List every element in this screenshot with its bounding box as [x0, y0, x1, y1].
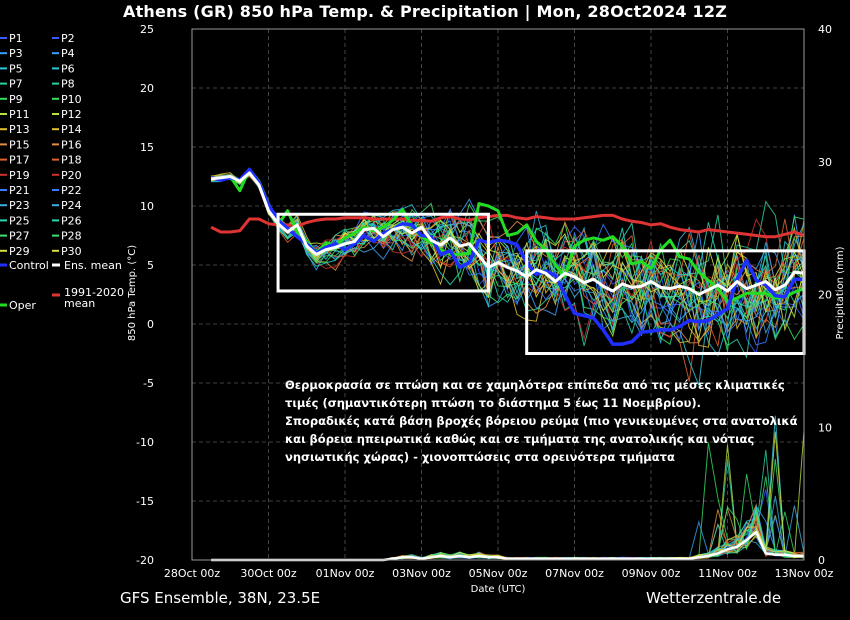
- legend-oper: Oper: [9, 299, 36, 312]
- y-tick-label: -15: [136, 495, 154, 508]
- legend-item: P19: [9, 169, 30, 182]
- y-tick-label: 25: [140, 23, 154, 36]
- legend-item: P4: [61, 47, 75, 60]
- legend-item: P20: [61, 169, 82, 182]
- forecast-annotation: Θερμοκρασία σε πτώση και σε χαμηλότερα ε…: [285, 378, 798, 464]
- x-tick-label: 05Nov 00z: [469, 567, 528, 580]
- annotation-line: Σποραδικές κατά βάση βροχές βόρειου ρεύμ…: [285, 414, 798, 428]
- member-line-p14: [210, 171, 805, 348]
- x-tick-label: 30Oct 00z: [240, 567, 297, 580]
- annotation-line: Θερμοκρασία σε πτώση και σε χαμηλότερα ε…: [285, 378, 785, 392]
- legend: P1 P2 P3 P4 P5 P6 P7 P8 P9 P10 P11 P12 P13 P14 P15 P16 P…: [0, 32, 124, 312]
- legend-control: Control: [9, 259, 49, 272]
- x-axis-ticks: 28Oct 00z 30Oct 00z 01Nov 00z 03Nov 00z 05No…: [164, 567, 834, 580]
- annotation-line: και βόρεια ηπειρωτικά καθώς και σε τμήμα…: [285, 432, 754, 446]
- legend-climate: 1991-2020: [64, 286, 124, 299]
- ens-mean-line: [210, 171, 805, 296]
- legend-item: P5: [9, 62, 23, 75]
- member-line-p10: [210, 175, 805, 352]
- x-axis-label: Date (UTC): [471, 584, 526, 595]
- annotation-line: τιμές (σημαντικότερη πτώση το διάστημα 5…: [285, 396, 701, 410]
- y2-tick-label: 30: [818, 156, 832, 169]
- member-precip-p28: [211, 476, 805, 561]
- y2-tick-label: 10: [818, 421, 832, 434]
- y2-tick-label: 40: [818, 23, 832, 36]
- x-tick-label: 03Nov 00z: [392, 567, 451, 580]
- y-tick-label: 15: [140, 141, 154, 154]
- legend-item: P24: [61, 199, 82, 212]
- x-tick-label: 07Nov 00z: [545, 567, 604, 580]
- y-tick-label: 10: [140, 200, 154, 213]
- member-line-p5: [211, 171, 805, 357]
- legend-item: P25: [9, 214, 30, 227]
- source-credit: Wetterzentrale.de: [646, 589, 782, 607]
- highlight-box-1: [276, 212, 490, 293]
- model-info: GFS Ensemble, 38N, 23.5E: [120, 589, 321, 607]
- member-precip-p10: [211, 474, 805, 561]
- y-axis-label: 850 hPa Temp. (°C): [127, 245, 138, 341]
- legend-item: P9: [9, 93, 23, 106]
- plot-frame: [191, 28, 805, 561]
- legend-item: P23: [9, 199, 30, 212]
- x-tick-label: 09Nov 00z: [622, 567, 681, 580]
- legend-item: P17: [9, 154, 30, 167]
- x-tick-label: 01Nov 00z: [316, 567, 375, 580]
- legend-item: P21: [9, 184, 30, 197]
- legend-item: P3: [9, 47, 23, 60]
- legend-item: P12: [61, 108, 82, 121]
- member-precip-p7: [211, 449, 805, 561]
- legend-item: P22: [61, 184, 82, 197]
- climate-mean-line: [210, 213, 805, 239]
- member-line-p30: [211, 170, 805, 340]
- legend-item: P7: [9, 78, 23, 91]
- legend-item: P8: [61, 78, 75, 91]
- y-tick-label: 0: [147, 318, 154, 331]
- y-tick-label: -20: [136, 554, 154, 567]
- legend-item: P30: [61, 245, 82, 258]
- legend-item: P14: [61, 123, 82, 136]
- chart-title: Athens (GR) 850 hPa Temp. & Precipitatio…: [122, 2, 727, 21]
- legend-item: P16: [61, 138, 82, 151]
- legend-item: P10: [61, 93, 82, 106]
- legend-item: P13: [9, 123, 30, 136]
- legend-item: P29: [9, 245, 30, 258]
- member-precip-p8: [211, 459, 805, 561]
- y2-tick-label: 20: [818, 289, 832, 302]
- y2-axis-label: Precipitation (mm): [835, 246, 846, 339]
- legend-ens-mean: Ens. mean: [64, 259, 122, 272]
- legend-item: P18: [61, 154, 82, 167]
- x-tick-label: 11Nov 00z: [698, 567, 757, 580]
- y-tick-label: -10: [136, 436, 154, 449]
- legend-item: P28: [61, 230, 82, 243]
- annotation-line: νησιωτικής χώρας) - χιονοπτώσεις στα ορε…: [285, 450, 675, 464]
- y2-tick-label: 0: [818, 554, 825, 567]
- legend-item: P2: [61, 32, 75, 45]
- legend-item: P15: [9, 138, 30, 151]
- member-precip-p27: [211, 458, 805, 561]
- legend-climate-2: mean: [64, 297, 95, 310]
- legend-item: P26: [61, 214, 82, 227]
- y-tick-label: 20: [140, 82, 154, 95]
- y2-axis-ticks: 40 30 20 10 0: [818, 23, 832, 567]
- x-tick-label: 28Oct 00z: [164, 567, 221, 580]
- x-tick-label: 13Nov 00z: [775, 567, 834, 580]
- y-axis-ticks: 25 20 15 10 5 0 -5 -10 -15 -20: [136, 23, 154, 567]
- legend-item: P6: [61, 62, 75, 75]
- legend-item: P1: [9, 32, 23, 45]
- member-line-p28: [211, 174, 805, 339]
- member-line-p25: [211, 171, 805, 319]
- y-tick-label: -5: [143, 377, 154, 390]
- y-tick-label: 5: [147, 259, 154, 272]
- legend-item: P11: [9, 108, 30, 121]
- legend-item: P27: [9, 230, 30, 243]
